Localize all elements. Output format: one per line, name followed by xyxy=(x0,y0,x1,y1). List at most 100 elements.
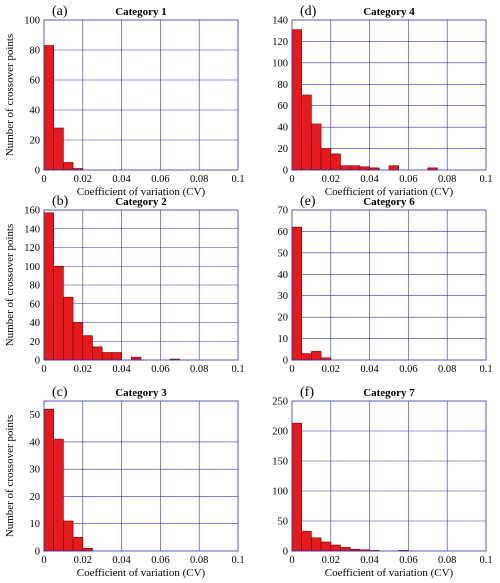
x-tick-label: 0.06 xyxy=(399,174,417,185)
x-tick-label: 0.1 xyxy=(479,364,492,375)
panel-label: (a) xyxy=(52,4,68,19)
y-tick-label: 40 xyxy=(30,437,41,448)
panel-label: (d) xyxy=(300,4,317,19)
histogram-bar xyxy=(111,352,122,361)
chart-title: Category 4 xyxy=(363,6,415,18)
x-tick-label: 0.04 xyxy=(360,555,379,566)
histogram-bar xyxy=(53,438,64,552)
histogram-bar xyxy=(72,537,84,552)
y-tick-label: 50 xyxy=(278,517,289,528)
y-tick-label: 140 xyxy=(272,16,288,27)
histogram-bar xyxy=(320,148,332,171)
x-tick-label: 0 xyxy=(289,364,294,375)
plot-frame xyxy=(291,400,487,552)
x-axis-label: Coefficient of variation (CV) xyxy=(77,186,206,198)
y-tick-label: 20 xyxy=(278,144,289,155)
histogram-bar xyxy=(340,547,351,552)
x-tick-label: 0.04 xyxy=(112,555,131,566)
x-tick-label: 0.06 xyxy=(399,364,417,375)
x-tick-label: 0.06 xyxy=(151,555,169,566)
x-tick-label: 0.04 xyxy=(112,364,131,375)
y-tick-label: 140 xyxy=(24,224,40,235)
x-tick-label: 0 xyxy=(41,364,46,375)
histogram-bar xyxy=(63,162,74,171)
x-tick-label: 0.1 xyxy=(231,364,244,375)
histogram-bar xyxy=(43,408,54,552)
histogram-bar xyxy=(291,422,302,552)
y-tick-label: 120 xyxy=(24,243,40,254)
y-tick-label: 100 xyxy=(24,262,40,273)
histogram-panel-4: 0 0.02 0.04 0.06 0.08 0.1 0 10 20 30 40 50 60 70 Categ… xyxy=(278,194,493,375)
chart-title: Category 3 xyxy=(115,387,167,399)
x-tick-label: 0.1 xyxy=(231,555,244,566)
x-tick-label: 0.06 xyxy=(151,174,169,185)
histogram-panel-3: 0 0.02 0.04 0.06 0.08 0.1 0 20 40 60 80 100 120 140 16… xyxy=(4,194,245,375)
x-tick-label: 0.1 xyxy=(479,174,492,185)
y-axis-label: Number of crossover points xyxy=(4,415,16,538)
y-tick-label: 60 xyxy=(278,101,289,112)
x-tick-label: 0.08 xyxy=(190,174,208,185)
y-tick-label: 20 xyxy=(30,337,41,348)
y-tick-label: 50 xyxy=(278,248,289,259)
chart-title: Category 2 xyxy=(115,196,167,208)
histogram-bar xyxy=(301,94,312,171)
histogram-bar xyxy=(311,123,322,171)
plot-frame xyxy=(43,209,239,361)
x-tick-label: 0.08 xyxy=(190,364,208,375)
x-tick-label: 0.08 xyxy=(190,555,208,566)
y-axis-label: Number of crossover points xyxy=(4,34,16,157)
x-tick-label: 0.08 xyxy=(438,364,456,375)
x-tick-label: 0.02 xyxy=(322,364,340,375)
histogram-bar xyxy=(349,165,361,171)
y-tick-label: 80 xyxy=(30,281,41,292)
plot-frame xyxy=(291,209,487,361)
y-tick-label: 200 xyxy=(272,427,288,438)
x-tick-label: 0.02 xyxy=(74,364,92,375)
y-tick-label: 0 xyxy=(35,356,40,367)
x-axis-label: Coefficient of variation (CV) xyxy=(325,186,454,198)
x-tick-label: 0 xyxy=(41,174,46,185)
y-tick-label: 80 xyxy=(278,80,289,91)
histogram-bar xyxy=(301,353,312,361)
x-tick-label: 0.1 xyxy=(479,555,492,566)
y-tick-label: 0 xyxy=(283,166,288,177)
chart-title: Category 1 xyxy=(115,6,167,18)
histogram-panel-2: 0 0.02 0.04 0.06 0.08 0.1 0 20 40 60 80 100 120 140 Ca… xyxy=(272,4,492,198)
x-tick-label: 0.08 xyxy=(438,174,456,185)
x-tick-label: 0.06 xyxy=(151,364,169,375)
y-tick-label: 80 xyxy=(30,46,41,57)
histogram-bar xyxy=(301,530,312,552)
plot-frame xyxy=(43,400,239,552)
x-tick-label: 0.04 xyxy=(360,364,379,375)
y-tick-label: 10 xyxy=(278,334,289,345)
y-tick-label: 30 xyxy=(30,465,41,476)
x-tick-label: 0.04 xyxy=(360,174,379,185)
histogram-panel-6: 0 0.02 0.04 0.06 0.08 0.1 0 50 100 150 200 250 Categ… xyxy=(272,385,492,579)
y-tick-label: 20 xyxy=(30,136,41,147)
histogram-bar xyxy=(291,29,302,171)
histogram-bar xyxy=(43,212,54,361)
x-tick-label: 0.02 xyxy=(74,174,92,185)
histogram-panel-1: 0 0.02 0.04 0.06 0.08 0.1 0 20 40 60 80 100 Category… xyxy=(4,4,245,198)
panel-label: (e) xyxy=(300,194,316,209)
histogram-bar xyxy=(53,127,64,171)
histogram-bar xyxy=(101,352,113,361)
histogram-bar xyxy=(82,335,93,361)
y-tick-label: 0 xyxy=(283,547,288,558)
histogram-bar xyxy=(330,544,341,552)
x-tick-label: 0.08 xyxy=(438,555,456,566)
y-tick-label: 40 xyxy=(278,270,289,281)
chart-title: Category 6 xyxy=(363,196,415,208)
y-tick-label: 60 xyxy=(278,227,289,238)
y-tick-label: 20 xyxy=(30,492,41,503)
histogram-bar xyxy=(53,265,64,361)
x-tick-label: 0.04 xyxy=(112,174,131,185)
histogram-bar xyxy=(359,166,370,171)
x-tick-label: 0.06 xyxy=(399,555,417,566)
x-tick-label: 0 xyxy=(289,555,294,566)
histogram-bar xyxy=(63,520,74,552)
panel-label: (f) xyxy=(300,385,314,400)
y-tick-label: 100 xyxy=(272,58,288,69)
x-axis-label: Coefficient of variation (CV) xyxy=(325,567,454,579)
y-tick-label: 0 xyxy=(35,166,40,177)
